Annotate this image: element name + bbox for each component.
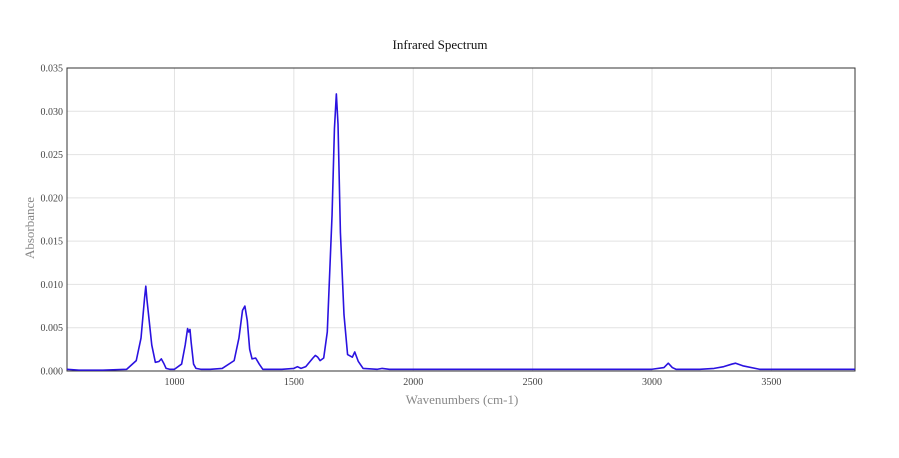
y-tick-label: 0.020 xyxy=(41,193,64,204)
y-axis-label: Absorbance xyxy=(22,197,37,259)
absorbance-series-line xyxy=(66,93,855,371)
y-tick-label: 0.035 xyxy=(41,64,64,75)
y-tick-label: 0.015 xyxy=(41,237,64,248)
x-tick-label: 3000 xyxy=(642,377,662,388)
x-tick-label: 1500 xyxy=(284,377,304,388)
y-tick-labels: 0.000 0.005 0.010 0.015 0.020 0.025 0.030 0.035 xyxy=(41,64,64,378)
chart-title: Infrared Spectrum xyxy=(393,37,488,52)
y-tick-label: 0.030 xyxy=(41,107,64,118)
y-tick-label: 0.010 xyxy=(41,280,64,291)
y-tick-label: 0.025 xyxy=(41,150,64,161)
plot-frame xyxy=(66,67,856,372)
x-tick-label: 3500 xyxy=(761,377,781,388)
x-tick-label: 1000 xyxy=(164,377,184,388)
y-tick-label: 0.000 xyxy=(41,367,64,378)
y-tick-label: 0.005 xyxy=(41,323,64,334)
grid xyxy=(67,67,855,372)
x-tick-labels: 1000 1500 2000 2500 3000 3500 xyxy=(164,377,781,388)
x-axis-label: Wavenumbers (cm-1) xyxy=(406,392,519,407)
x-tick-label: 2500 xyxy=(523,377,543,388)
x-tick-label: 2000 xyxy=(403,377,423,388)
